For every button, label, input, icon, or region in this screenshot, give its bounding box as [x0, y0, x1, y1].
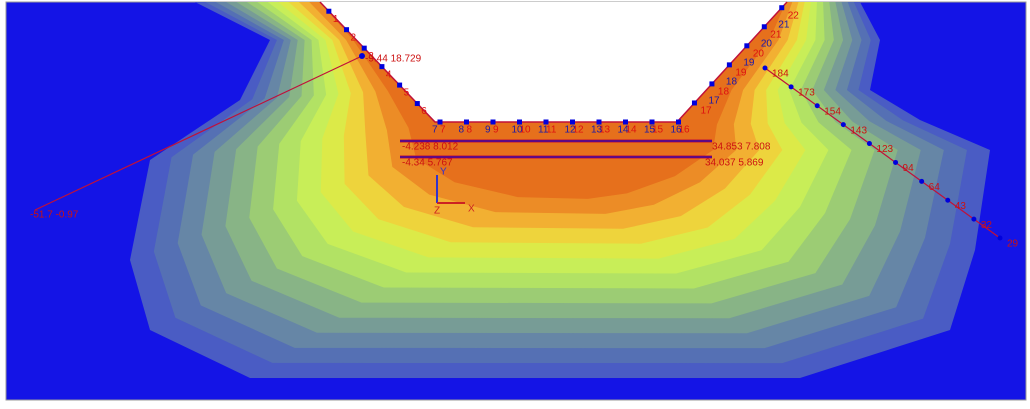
diagonal-label: 29 — [1007, 239, 1019, 250]
node-label: 9 — [485, 125, 491, 136]
node — [517, 119, 522, 125]
node-label: 12 — [573, 125, 585, 136]
coordinate-label: -4.238 8.012 — [402, 142, 459, 153]
diagonal-label: 123 — [876, 144, 893, 155]
node-label: 21 — [778, 19, 790, 30]
node-label: 8 — [467, 125, 473, 136]
diagonal-node — [866, 141, 872, 147]
node-label: 12 — [565, 125, 577, 136]
node-label: 10 — [520, 125, 532, 136]
diagonal-node — [971, 216, 977, 222]
diagonal-node — [945, 197, 951, 203]
node-label: 17 — [708, 96, 720, 107]
node-label: 20 — [753, 48, 765, 59]
node-label: 16 — [671, 125, 683, 136]
node-label: 9 — [493, 125, 499, 136]
node-label: 7 — [440, 125, 446, 136]
node — [596, 119, 602, 125]
node — [437, 119, 443, 125]
node-label: 7 — [432, 125, 438, 136]
y-axis-label: Y — [440, 167, 447, 178]
node-label: 14 — [626, 125, 638, 136]
node-label: 13 — [591, 125, 603, 136]
node — [379, 64, 385, 70]
node — [361, 45, 367, 51]
x-axis-label: X — [468, 204, 475, 215]
node — [490, 119, 496, 125]
coordinate-label: -9.44 18.729 — [365, 54, 422, 65]
node-label: 11 — [546, 125, 557, 136]
node-label: 19 — [743, 57, 755, 68]
node-label: 15 — [652, 125, 664, 136]
diagonal-label: 32 — [981, 220, 993, 231]
node — [779, 5, 785, 11]
node — [344, 27, 350, 33]
diagonal-node — [997, 235, 1003, 241]
diagonal-node — [893, 159, 899, 165]
z-axis-label: Z — [434, 206, 440, 217]
diagonal-label: 43 — [955, 201, 967, 212]
excavation — [320, 2, 787, 122]
node-label: 15 — [644, 125, 656, 136]
node — [326, 8, 332, 14]
node-label: 14 — [618, 125, 630, 136]
diagonal-node — [762, 65, 768, 71]
node — [676, 119, 681, 125]
coordinate-label: -4.34 5.767 — [402, 158, 453, 169]
node — [414, 101, 420, 107]
diagonal-label: 143 — [850, 125, 867, 136]
axis-triad: Y X Z — [434, 167, 475, 217]
diagonal-node — [814, 103, 820, 109]
node — [397, 82, 403, 88]
node — [761, 24, 767, 30]
diagonal-node — [919, 178, 925, 184]
node-label: 11 — [538, 125, 549, 136]
node-label: 17 — [700, 106, 712, 117]
diagonal-label: 173 — [798, 88, 815, 99]
node — [543, 119, 549, 125]
diagonal-label: 64 — [929, 182, 941, 193]
node-label: 8 — [459, 125, 465, 136]
node-label: 16 — [679, 125, 691, 136]
anchor-line — [34, 55, 363, 211]
node — [649, 119, 655, 125]
coordinate-label: -51.7 -0.97 — [30, 210, 79, 221]
node — [691, 100, 697, 106]
diagonal-label: 184 — [772, 69, 789, 80]
node-label: 6 — [421, 106, 427, 117]
node — [570, 119, 575, 125]
boundary-line — [319, 1, 788, 123]
anchor-point — [359, 53, 365, 59]
coordinate-label: 34.037 5.869 — [705, 158, 764, 169]
diagonal-line — [764, 67, 1001, 239]
diagonal-node — [788, 84, 794, 90]
node — [464, 119, 469, 125]
node-label: 1 — [333, 14, 339, 25]
node — [709, 81, 715, 87]
node-label: 4 — [386, 69, 392, 80]
node-label: 10 — [512, 125, 524, 136]
node-label: 5 — [404, 88, 410, 99]
node-label: 18 — [718, 87, 730, 98]
node-label: 13 — [599, 125, 611, 136]
node-label: 19 — [735, 67, 747, 78]
node-label: 21 — [770, 29, 782, 40]
node-label: 20 — [761, 38, 773, 49]
node-label: 2 — [351, 32, 357, 43]
node — [744, 43, 750, 49]
node — [726, 62, 732, 68]
diagonal-node — [840, 122, 846, 128]
node-label: 3 — [368, 51, 374, 62]
diagonal-label: 154 — [824, 106, 841, 117]
node — [623, 119, 628, 125]
node-label: 18 — [726, 77, 738, 88]
node-label: 22 — [788, 10, 800, 21]
diagonal-label: 94 — [903, 163, 915, 174]
coordinate-label: 34.853 7.808 — [712, 142, 771, 153]
